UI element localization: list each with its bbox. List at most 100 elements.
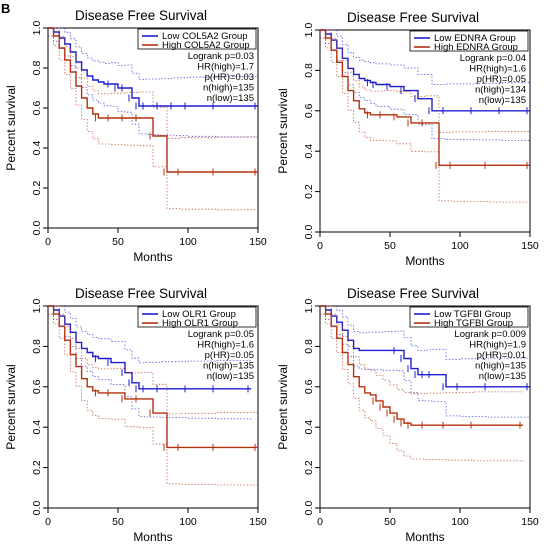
y-tick-label: 0.6 (31, 379, 43, 394)
stat-text: Logrank p=0.05 (188, 329, 254, 340)
legend-entry: Low OLR1 Group (162, 309, 236, 320)
y-tick-label: 0.0 (31, 221, 43, 236)
y-tick-label: 0.0 (303, 225, 315, 240)
survival-curve-low (48, 305, 251, 390)
stat-text: n(high)=135 (203, 83, 254, 94)
ci-band-lower-0 (48, 35, 259, 138)
x-tick-label: 0 (317, 240, 323, 252)
x-tick-label: 150 (249, 236, 267, 248)
km-plot-ednra: Disease Free Survival 0 50 100 150 0.0 0.2 0.4 0… (274, 8, 544, 272)
ci-band-upper-0 (48, 27, 259, 80)
ci-band-lower-0 (48, 313, 252, 420)
chart-title: Disease Free Survival (75, 8, 207, 23)
y-tick-label: 0.4 (31, 420, 43, 435)
stat-text: Logrank p=0.04 (460, 53, 526, 64)
y-tick-label: 0.8 (303, 339, 315, 354)
stat-text: n(low)=135 (479, 95, 526, 106)
x-tick-label: 0 (45, 516, 51, 528)
km-plot-col5a2: Disease Free Survival 0 50 100 150 0.0 0.2 0.4 0… (2, 6, 272, 268)
y-tick-label: 1.0 (303, 299, 315, 314)
x-tick-label: 50 (112, 236, 124, 248)
legend-entry: Low EDNRA Group (434, 33, 516, 44)
y-tick-label: 1.0 (31, 299, 43, 314)
legend-box (137, 306, 257, 328)
x-tick-label: 0 (317, 516, 323, 528)
y-tick-label: 0.2 (31, 460, 43, 475)
x-axis-label: Months (133, 250, 172, 264)
legend-entry: High COL5A2 Group (162, 40, 250, 51)
y-axis-label: Percent survival (4, 85, 18, 170)
ci-band-lower-1 (48, 313, 259, 486)
stat-text: HR(high)=1.6 (197, 340, 254, 351)
plot-frame (47, 27, 259, 229)
plot-frame (319, 29, 531, 233)
x-tick-label: 150 (249, 516, 267, 528)
x-tick-label: 100 (451, 516, 469, 528)
y-tick-label: 0.0 (303, 501, 315, 516)
y-axis-label: Percent survival (276, 364, 290, 449)
survival-curve-high (320, 305, 523, 426)
stat-text: p(HR)=0.03 (205, 72, 254, 83)
y-tick-label: 0.4 (31, 141, 43, 156)
ci-band-lower-0 (320, 313, 531, 418)
stat-text: n(high)=135 (203, 361, 254, 372)
y-tick-label: 0.0 (31, 501, 43, 516)
y-tick-label: 0.2 (303, 184, 315, 199)
stat-text: HR(high)=1.9 (469, 340, 526, 351)
y-tick-label: 0.4 (303, 144, 315, 159)
stat-text: n(low)=135 (207, 371, 254, 382)
y-tick-label: 0.2 (303, 460, 315, 475)
y-tick-label: 0.2 (31, 181, 43, 196)
plot-frame (319, 305, 531, 509)
stat-text: n(low)=135 (207, 93, 254, 104)
stat-text: n(high)=134 (475, 85, 526, 96)
km-plot-tgfbi: Disease Free Survival 0 50 100 150 0.0 0.2 0.4 0… (274, 284, 544, 548)
y-tick-label: 0.8 (31, 339, 43, 354)
km-svg: Disease Free Survival 0 50 100 150 0.0 0.2 0.4 0… (276, 286, 539, 544)
ci-band-lower-1 (320, 37, 531, 203)
y-tick-label: 0.6 (303, 103, 315, 118)
x-tick-label: 150 (521, 240, 539, 252)
km-svg: Disease Free Survival 0 50 100 150 0.0 0.2 0.4 0… (276, 10, 539, 268)
stat-text: p(HR)=0.01 (477, 350, 526, 361)
km-plot-olr1: Disease Free Survival 0 50 100 150 0.0 0.2 0.4 0… (2, 284, 272, 548)
x-tick-label: 50 (384, 516, 396, 528)
y-tick-label: 1.0 (31, 21, 43, 36)
x-axis-label: Months (405, 254, 444, 268)
x-axis-label: Months (133, 530, 172, 544)
stat-text: Logrank p=0.03 (188, 51, 254, 62)
ci-band-lower-1 (48, 35, 259, 211)
legend-entry: Low COL5A2 Group (162, 31, 248, 42)
stat-text: p(HR)=0.05 (477, 74, 526, 85)
chart-title: Disease Free Survival (347, 286, 479, 301)
chart-title: Disease Free Survival (347, 10, 479, 25)
x-tick-label: 0 (45, 236, 51, 248)
legend-entry: High TGFBI Group (434, 318, 513, 329)
y-tick-label: 0.6 (303, 379, 315, 394)
stat-text: Logrank p=0.009 (454, 329, 526, 340)
stat-text: HR(high)=1.6 (469, 64, 526, 75)
x-tick-label: 50 (112, 516, 124, 528)
stat-text: n(low)=135 (479, 371, 526, 382)
x-tick-label: 50 (384, 240, 396, 252)
panel-label: B (1, 1, 11, 16)
ci-band-upper-1 (48, 305, 259, 415)
ci-band-upper-0 (48, 305, 252, 364)
legend-entry: Low TGFBI Group (434, 309, 511, 320)
y-axis-label: Percent survival (4, 364, 18, 449)
y-axis-label: Percent survival (276, 88, 290, 173)
y-tick-label: 0.6 (31, 101, 43, 116)
ci-band-lower-0 (320, 37, 531, 142)
ci-band-upper-0 (320, 29, 531, 85)
legend-box (409, 30, 529, 52)
survival-curve-high (320, 29, 530, 166)
y-tick-label: 0.8 (303, 63, 315, 78)
survival-curve-high (48, 27, 258, 173)
legend-box (409, 306, 529, 328)
stat-text: n(high)=135 (475, 361, 526, 372)
x-tick-label: 150 (521, 516, 539, 528)
y-tick-label: 1.0 (303, 23, 315, 38)
y-tick-label: 0.4 (303, 420, 315, 435)
ci-band-upper-1 (320, 305, 524, 395)
legend-entry: High EDNRA Group (434, 42, 518, 53)
